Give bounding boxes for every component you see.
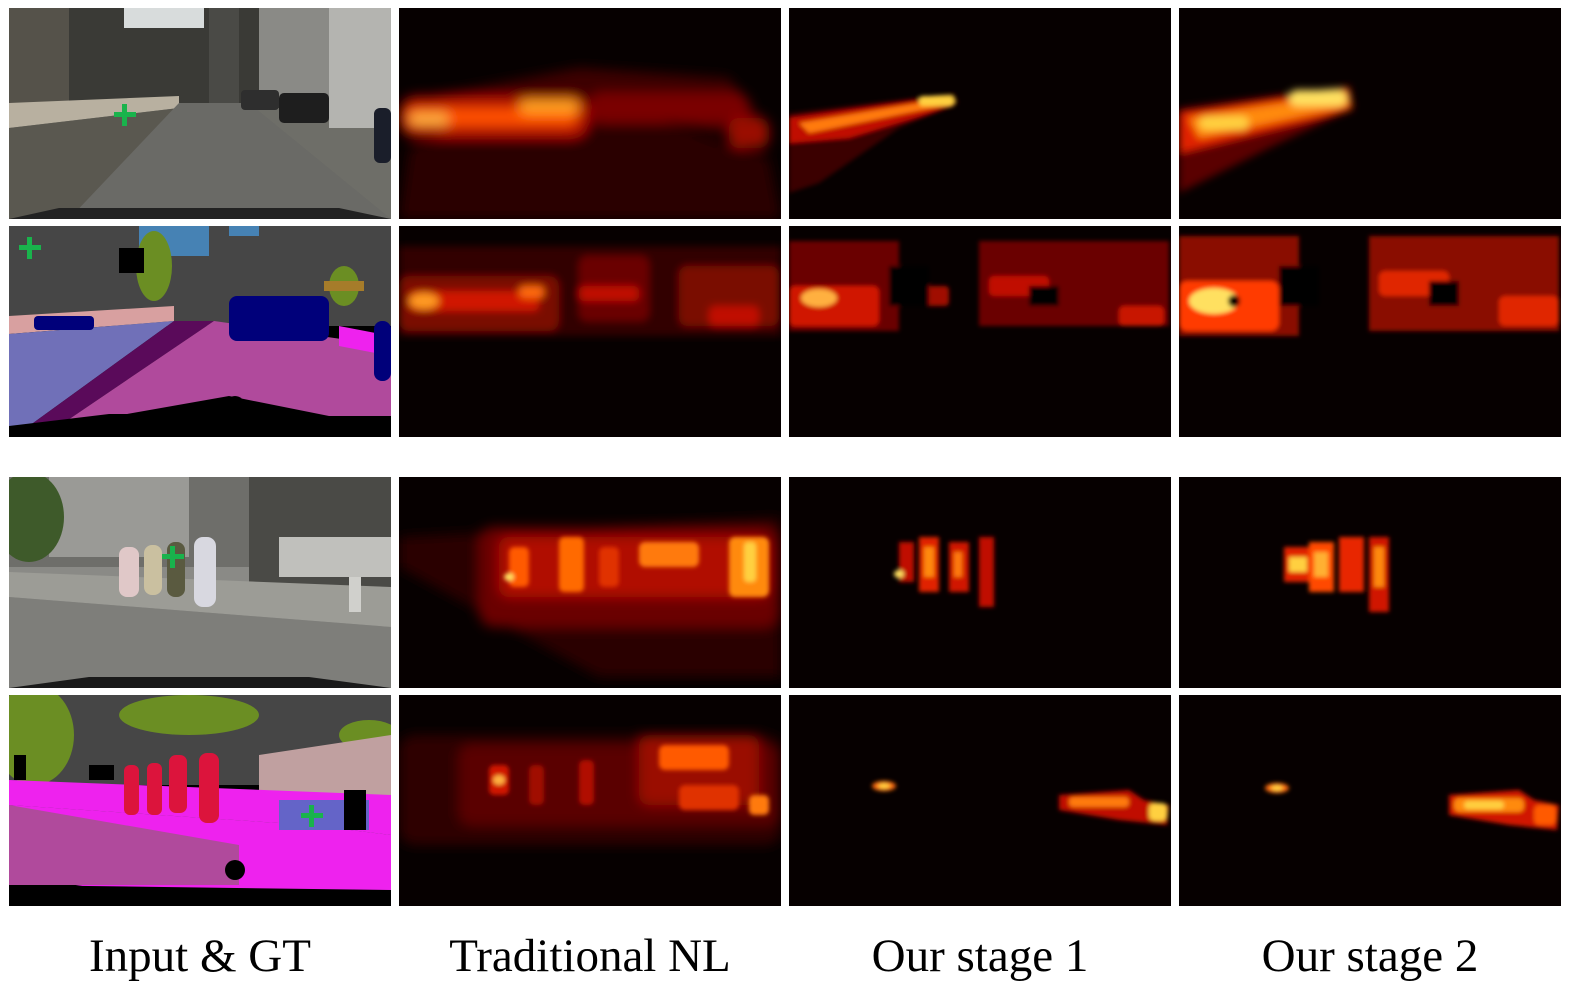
heatmap-our-stage-2-2 bbox=[1179, 226, 1561, 437]
column-caption-our-stage-1: Our stage 1 bbox=[871, 930, 1089, 982]
heatmap-our-stage-1-2 bbox=[789, 226, 1171, 437]
column-caption-input-gt: Input & GT bbox=[89, 930, 311, 982]
heatmap-traditional-nl-2 bbox=[399, 226, 781, 437]
ground-truth-segmentation-2 bbox=[9, 695, 391, 906]
heatmap-our-stage-2-1 bbox=[1179, 8, 1561, 219]
column-caption-traditional-nl: Traditional NL bbox=[449, 930, 731, 982]
heatmap-traditional-nl-3 bbox=[399, 477, 781, 688]
green-plus-icon bbox=[19, 237, 41, 259]
heatmap-our-stage-1-1 bbox=[789, 8, 1171, 219]
column-caption-our-stage-2: Our stage 2 bbox=[1261, 930, 1479, 982]
green-plus-icon bbox=[114, 104, 136, 126]
green-plus-icon bbox=[301, 805, 323, 827]
heatmap-traditional-nl-1 bbox=[399, 8, 781, 219]
heatmap-our-stage-1-3 bbox=[789, 477, 1171, 688]
input-photo-street-2 bbox=[9, 477, 391, 688]
ground-truth-segmentation-1 bbox=[9, 226, 391, 437]
heatmap-our-stage-2-3 bbox=[1179, 477, 1561, 688]
heatmap-our-stage-1-4 bbox=[789, 695, 1171, 906]
heatmap-our-stage-2-4 bbox=[1179, 695, 1561, 906]
input-photo-street-1 bbox=[9, 8, 391, 219]
green-plus-icon bbox=[162, 546, 184, 568]
heatmap-traditional-nl-4 bbox=[399, 695, 781, 906]
